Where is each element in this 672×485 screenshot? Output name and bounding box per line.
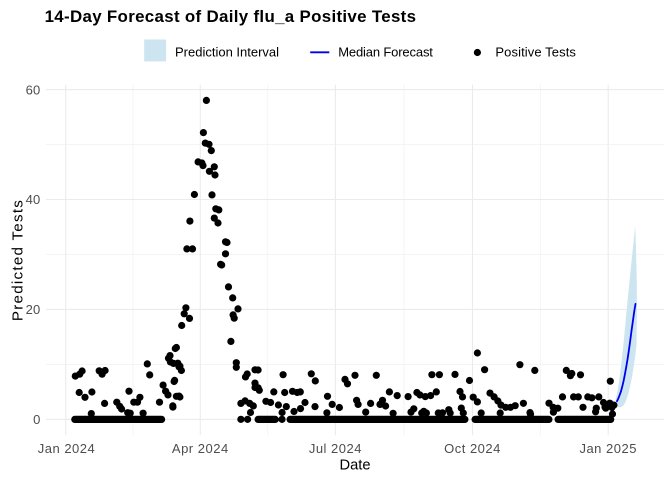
svg-text:60: 60 (26, 82, 41, 97)
svg-text:Jan 2025: Jan 2025 (579, 441, 637, 456)
svg-text:Prediction Interval: Prediction Interval (175, 45, 279, 60)
svg-text:Jul 2024: Jul 2024 (309, 441, 362, 456)
svg-text:20: 20 (26, 302, 41, 317)
svg-text:Jan 2024: Jan 2024 (38, 441, 96, 456)
svg-text:Date: Date (339, 458, 370, 474)
svg-text:Positive Tests: Positive Tests (495, 45, 576, 60)
svg-text:Oct 2024: Oct 2024 (444, 441, 501, 456)
svg-text:Apr 2024: Apr 2024 (172, 441, 229, 456)
svg-text:Median Forecast: Median Forecast (338, 45, 433, 60)
svg-text:Predicted Tests: Predicted Tests (10, 199, 27, 321)
svg-text:0: 0 (33, 412, 40, 427)
svg-text:14-Day Forecast of Daily flu_a: 14-Day Forecast of Daily flu_a Positive … (45, 7, 417, 26)
svg-text:40: 40 (26, 192, 41, 207)
